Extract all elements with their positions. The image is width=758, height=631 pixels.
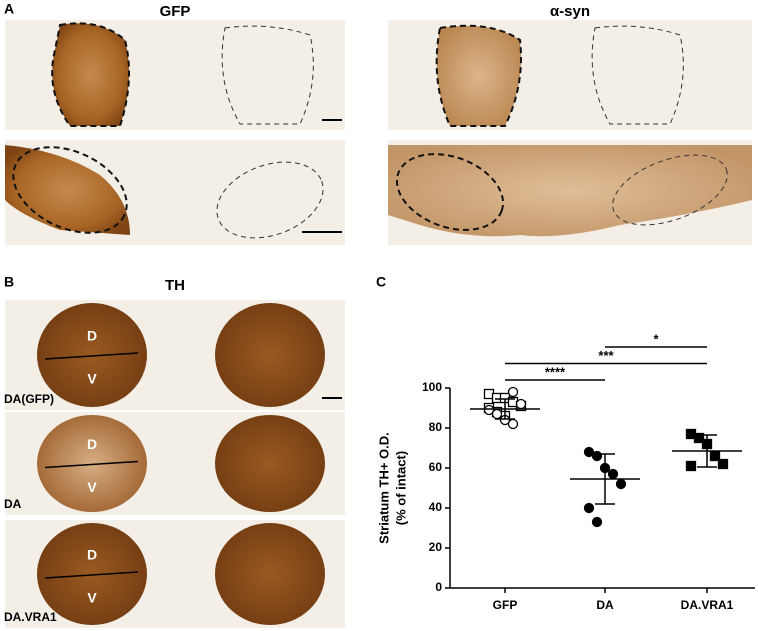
point [591,516,603,528]
y-tick-label: 100 [422,380,442,394]
tissue [5,145,130,235]
divider [44,460,139,469]
outline [612,154,728,226]
panel-title: TH [165,277,185,294]
y-tick-label: 0 [435,580,442,594]
point [483,404,495,416]
y-tick-label: 40 [429,500,443,514]
point [491,408,503,420]
region-label: V [87,590,97,606]
tissue [435,24,522,127]
striatum [215,415,325,512]
significance-label: * [653,331,659,346]
panel-title: α-syn [550,3,590,20]
outline [221,25,314,125]
y-axis-label: (% of intact) [393,451,408,525]
region-label: V [87,479,97,495]
panel-title: GFP [160,3,191,20]
point [583,502,595,514]
x-tick-label: DA.VRA1 [681,598,734,612]
y-tick-label: 20 [429,540,443,554]
x-tick-label: GFP [493,598,518,612]
significance-label: **** [545,364,566,379]
region-label: V [87,371,97,387]
striatum [37,303,147,407]
region-label: D [87,436,97,452]
y-axis-label: Striatum TH+ O.D. [376,432,391,544]
point [717,458,729,470]
outline [395,153,505,231]
point [507,418,519,430]
divider [44,352,139,360]
panel-letter: B [4,274,14,290]
tissue [51,22,130,127]
panel-letter: A [4,1,14,17]
striatum [215,523,325,625]
point [685,460,697,472]
divider [44,571,139,579]
point [591,450,603,462]
outline [591,25,684,125]
point [615,478,627,490]
y-tick-label: 80 [429,420,443,434]
region-label: D [87,328,97,344]
point [515,398,527,410]
striatum [37,523,147,625]
x-tick-label: DA [596,598,614,612]
row-label: DA [4,497,22,511]
point [583,446,595,458]
point [507,386,519,398]
striatum [37,415,147,512]
panel-letter: C [376,274,386,290]
region-label: D [87,547,97,563]
striatum [215,303,325,407]
outline [12,146,128,234]
significance-label: *** [598,348,614,363]
row-label: DA.VRA1 [4,610,57,624]
y-tick-label: 60 [429,460,443,474]
point [607,468,619,480]
point [693,432,705,444]
outline [216,161,324,239]
row-label: DA(GFP) [4,392,54,406]
